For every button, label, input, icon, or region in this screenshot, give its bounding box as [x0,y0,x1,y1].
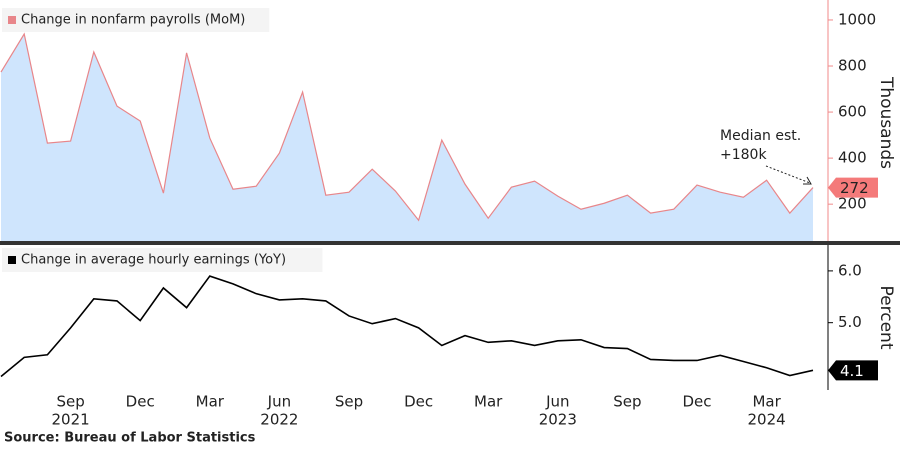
legend-swatch [8,16,16,24]
legend-swatch [8,256,16,264]
y-axis-label: Thousands [876,76,896,169]
y-tick-label: 5.0 [838,313,862,331]
source: Source: Bureau of Labor Statistics [4,431,256,446]
x-year-label: 2024 [748,411,786,429]
legend-box [2,248,323,272]
panel-separator [0,241,900,245]
value-tag [828,177,878,198]
annotation: Median est. [720,128,801,144]
x-tick-label: Dec [404,393,433,411]
y-axis-label: Percent [876,286,896,350]
y-tick-label: 400 [838,149,867,167]
y-tick-label: 1000 [838,10,876,28]
x-tick-label: Dec [126,393,155,411]
annotation: +180k [720,147,767,163]
x-tick-label: Mar [752,393,781,411]
y-tick-label: 600 [838,103,867,121]
x-tick-label: Mar [474,393,503,411]
x-tick-label: Jun [545,393,569,411]
y-tick-label: 800 [838,57,867,75]
x-tick-label: Sep [56,393,84,411]
x-year-label: 2023 [539,411,577,429]
line [0,275,814,378]
x-tick-label: Sep [335,393,363,411]
x-tick-label: Mar [196,393,225,411]
legend-label: Change in average hourly earnings (YoY) [21,253,286,268]
x-tick-label: Sep [613,393,641,411]
area-line [0,32,814,222]
annotation-arrowhead [803,176,812,185]
value-tag [828,360,878,381]
legend-label: Change in nonfarm payrolls (MoM) [21,13,245,28]
x-year-label: 2022 [260,411,298,429]
y-tick-label: 6.0 [838,261,862,279]
value-label: 272 [840,179,869,197]
value-label: 4.1 [840,362,864,380]
x-tick-label: Dec [682,393,711,411]
x-tick-label: Jun [267,393,291,411]
y-tick-label: 200 [838,195,867,213]
legend-box [2,8,270,32]
x-year-label: 2021 [52,411,90,429]
area [1,34,813,242]
annotation-arrow [765,165,811,184]
